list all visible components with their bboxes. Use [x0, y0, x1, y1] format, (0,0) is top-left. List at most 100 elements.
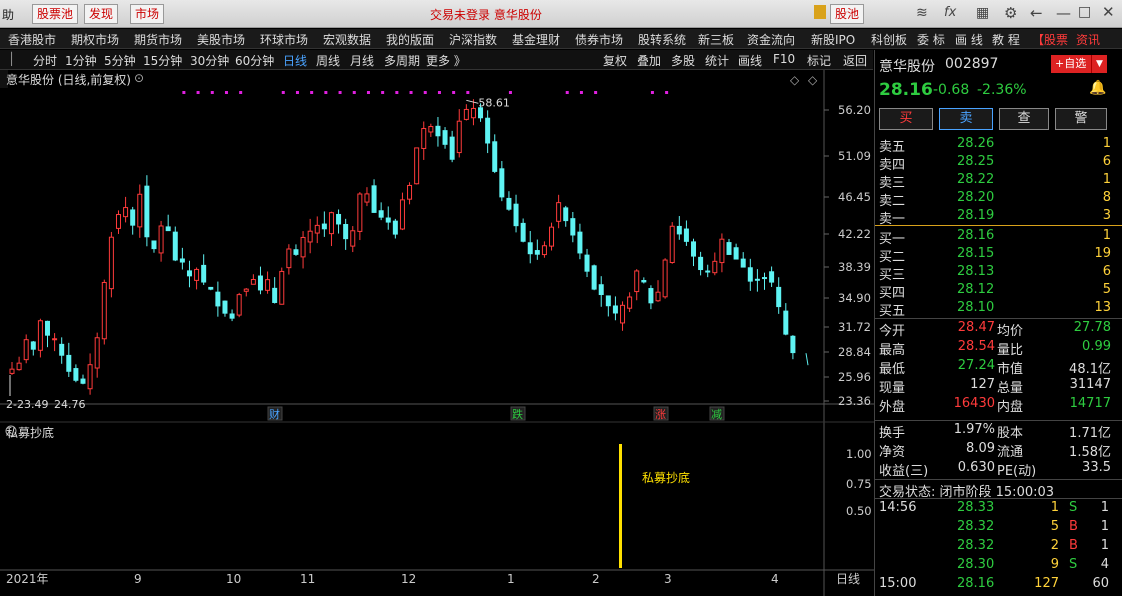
menu-item[interactable]: 宏观数据	[323, 33, 372, 47]
menu-item[interactable]: 基金理财	[512, 33, 561, 47]
price-tick-label: 46.45	[838, 190, 871, 204]
query-button[interactable]: 查	[999, 108, 1049, 130]
period-tab[interactable]: 周线	[316, 54, 341, 68]
maximize-icon[interactable]: □	[1078, 4, 1092, 20]
candle-body	[144, 185, 150, 238]
add-watchlist-button[interactable]: +自选	[1051, 55, 1107, 73]
candle-body	[357, 193, 363, 232]
candle-body	[101, 281, 107, 340]
stock-pool-top-button[interactable]: 股池	[830, 4, 865, 24]
sell-button[interactable]: 卖	[939, 108, 993, 130]
period-tab[interactable]: 月线	[350, 54, 375, 68]
order-price: 28.10	[957, 300, 995, 315]
stock-pool-button[interactable]: 股票池	[32, 4, 79, 24]
tick-row: 28.32 2 B 1	[879, 538, 1115, 556]
chart-tool-button[interactable]: 标记	[807, 54, 832, 68]
discover-button[interactable]: 发现	[84, 4, 119, 24]
menu-item[interactable]: 科创板	[871, 33, 908, 47]
candle-body	[321, 223, 327, 230]
chart-tool-button[interactable]: 叠加	[637, 54, 662, 68]
stat-row: 最高 28.54 量比 0.99	[879, 339, 1115, 358]
buy-button[interactable]: 买	[879, 108, 933, 130]
candle-body	[364, 193, 370, 203]
chart-title: 意华股份 (日线,前复权)	[6, 73, 131, 87]
stat-label: 净资	[879, 445, 906, 460]
menu-item[interactable]: 美股市场	[197, 33, 246, 47]
order-volume: 1	[1102, 136, 1111, 151]
period-tab[interactable]: 更多 》	[426, 54, 466, 68]
menu-item[interactable]: 资讯	[1076, 33, 1101, 47]
formula-icon[interactable]: fx	[944, 5, 957, 20]
menu-item[interactable]: 沪深指数	[449, 33, 498, 47]
stat-row: 外盘 16430 内盘 14717	[879, 396, 1115, 415]
period-tab[interactable]: 1分钟	[65, 54, 97, 68]
order-volume: 3	[1102, 208, 1111, 223]
chart-tool-button[interactable]: 画线	[738, 54, 763, 68]
menu-item[interactable]: 【股票	[1032, 33, 1069, 47]
alert-button[interactable]: 警	[1055, 108, 1107, 130]
back-icon[interactable]: ←	[1030, 4, 1043, 22]
candle-body	[754, 278, 760, 281]
menu-item[interactable]: 资金流向	[747, 33, 796, 47]
chart-tool-button[interactable]: F10	[773, 52, 796, 66]
gear-icon[interactable]: ⚙	[1004, 4, 1018, 22]
candle-body	[584, 254, 590, 272]
order-book-divider	[875, 225, 1122, 226]
chart-tool-button[interactable]: 返回	[843, 54, 868, 68]
toolbar-icon[interactable]: │	[8, 52, 16, 66]
menu-item[interactable]: 教 程	[992, 33, 1020, 47]
period-tab[interactable]: 60分钟	[235, 54, 275, 68]
chart-tool-button[interactable]: 复权	[603, 54, 628, 68]
date-tick-label: 2	[592, 572, 600, 586]
order-volume: 6	[1102, 154, 1111, 169]
candle-body	[655, 291, 661, 302]
period-tab[interactable]: 日线	[283, 54, 308, 68]
period-tab[interactable]: 30分钟	[190, 54, 230, 68]
market-button[interactable]: 市场	[130, 4, 165, 24]
candle-body	[499, 168, 505, 198]
event-tag-label: 财	[269, 407, 280, 421]
candle-body	[307, 230, 313, 243]
date-tick-label: 11	[300, 572, 315, 586]
candle-body	[662, 259, 668, 298]
minimize-icon[interactable]: —	[1056, 4, 1071, 22]
menu-item[interactable]: 债券市场	[575, 33, 624, 47]
alarm-bell-icon[interactable]: 🔔	[1089, 80, 1107, 96]
help-label[interactable]: 助	[2, 8, 15, 22]
menu-item[interactable]: 股转系统	[638, 33, 687, 47]
candle-body	[549, 226, 555, 247]
price-tick-label: 51.09	[838, 149, 871, 163]
chart-canvas[interactable]: 56.20 51.09 46.45 42.22 38.39 34.90 31.72 28.84…	[0, 70, 874, 596]
menu-item[interactable]: 香港股市	[8, 33, 57, 47]
period-tab[interactable]: 15分钟	[143, 54, 183, 68]
menu-item[interactable]: 新三板	[698, 33, 735, 47]
menu-item[interactable]: 画 线	[955, 33, 983, 47]
period-tab[interactable]: 分时	[33, 54, 58, 68]
chart-tool-button[interactable]: 统计	[705, 54, 730, 68]
chevron-down-icon[interactable]: ▼	[1091, 55, 1107, 73]
menu-item[interactable]: 新股IPO	[811, 33, 856, 47]
bid-row: 买四 28.12 5	[879, 282, 1115, 301]
signal-dot	[508, 91, 512, 94]
candle-body	[790, 335, 796, 354]
menu-item[interactable]: 我的版面	[386, 33, 435, 47]
period-tab[interactable]: 5分钟	[104, 54, 136, 68]
candle-body	[747, 267, 753, 282]
candle-body	[456, 120, 462, 154]
chart-tool-button[interactable]: 多股	[671, 54, 696, 68]
menu-item[interactable]: 委 标	[917, 33, 945, 47]
chart-corner	[0, 70, 8, 88]
candle-body	[151, 240, 157, 250]
tick-price: 28.30	[957, 557, 995, 572]
close-icon[interactable]: ✕	[1102, 3, 1115, 21]
signal-dot	[579, 91, 583, 94]
menu-item[interactable]: 期权市场	[71, 33, 120, 47]
grid-icon[interactable]: ▦	[976, 5, 990, 21]
candle-body	[257, 275, 263, 291]
candle-body	[52, 338, 58, 341]
period-tab[interactable]: 多周期	[384, 54, 421, 68]
menu-item[interactable]: 环球市场	[260, 33, 309, 47]
order-volume: 8	[1102, 190, 1111, 205]
menu-item[interactable]: 期货市场	[134, 33, 183, 47]
layers-icon[interactable]: ≋	[916, 5, 928, 21]
